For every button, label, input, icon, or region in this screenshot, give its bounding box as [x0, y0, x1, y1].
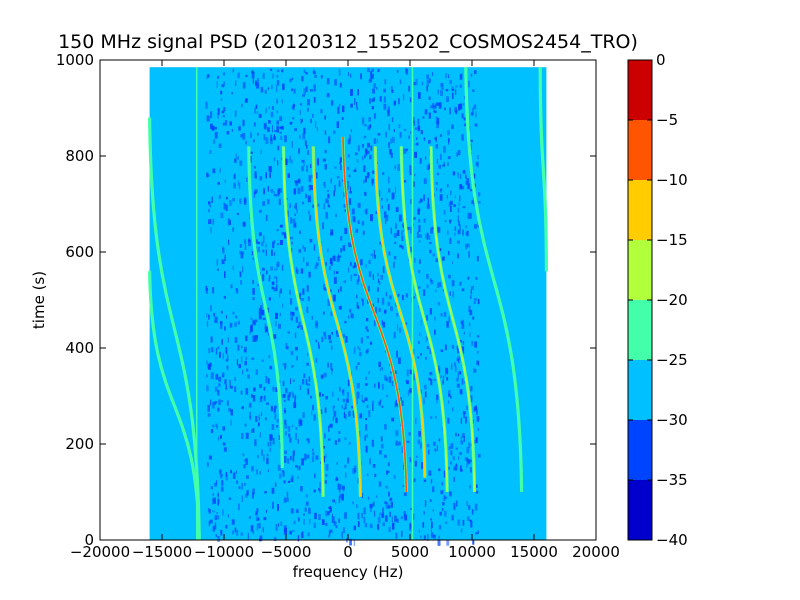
- y-tick-label: 1000: [56, 51, 94, 69]
- track-3: [282, 146, 324, 497]
- x-axis-label: frequency (Hz): [293, 563, 404, 581]
- x-tick-label: −5000: [261, 543, 312, 561]
- track-6: [374, 146, 426, 478]
- y-tick-label: 0: [84, 531, 94, 549]
- x-tick-label: −20000: [70, 543, 130, 561]
- colorbar-tick-label: −20: [656, 291, 688, 309]
- x-tick-label: 10000: [448, 543, 496, 561]
- track-10: [539, 67, 548, 272]
- colorbar-tick-label: −5: [656, 111, 678, 129]
- colorbar-tick-label: −10: [656, 171, 688, 189]
- track-0: [148, 117, 200, 541]
- x-axis-ticks: −20000 −15000 −10000 −5000 0 5000 10000 15000 20…: [70, 60, 620, 561]
- heatmap-background: [149, 67, 547, 540]
- colorbar-tick-label: −15: [656, 231, 688, 249]
- colorbar-segment: [628, 360, 652, 420]
- colorbar-segment: [628, 120, 652, 180]
- x-tick-label: 20000: [572, 543, 620, 561]
- colorbar-segment: [628, 180, 652, 240]
- track-5: [342, 136, 408, 493]
- x-tick-label: 15000: [510, 543, 558, 561]
- colorbar-segment: [628, 240, 652, 300]
- colorbar-ticks: −40 −35 −30 −25 −20 −15 −10 −5 0: [628, 51, 688, 549]
- y-tick-label: 600: [65, 243, 94, 261]
- track-7: [400, 146, 448, 493]
- colorbar-segment: [628, 420, 652, 480]
- y-axis-label: time (s): [30, 271, 48, 329]
- colorbar-segment: [628, 300, 652, 360]
- y-tick-label: 200: [65, 435, 94, 453]
- track-2: [248, 146, 284, 469]
- colorbar-tick-label: −35: [656, 471, 688, 489]
- track-8: [430, 146, 476, 493]
- x-tick-label: 0: [343, 543, 353, 561]
- track-9: [465, 67, 523, 493]
- y-tick-label: 800: [65, 147, 94, 165]
- heatmap: [148, 67, 548, 546]
- colorbar-segment: [628, 60, 652, 120]
- y-axis-ticks: 0 200 400 600 800 1000: [56, 51, 596, 549]
- colorbar-tick-label: −40: [656, 531, 688, 549]
- colorbar-tick-label: 0: [656, 51, 666, 69]
- colorbar: [627, 59, 653, 541]
- track-1: [148, 271, 200, 541]
- colorbar-tick-label: −25: [656, 351, 688, 369]
- colorbar-segment: [628, 480, 652, 540]
- x-tick-label: −15000: [132, 543, 192, 561]
- track-4: [312, 146, 362, 497]
- chart-title: 150 MHz signal PSD (20120312_155202_COSM…: [58, 31, 638, 53]
- y-tick-label: 400: [65, 339, 94, 357]
- colorbar-tick-label: −30: [656, 411, 688, 429]
- x-tick-label: 5000: [391, 543, 429, 561]
- x-tick-label: −10000: [194, 543, 254, 561]
